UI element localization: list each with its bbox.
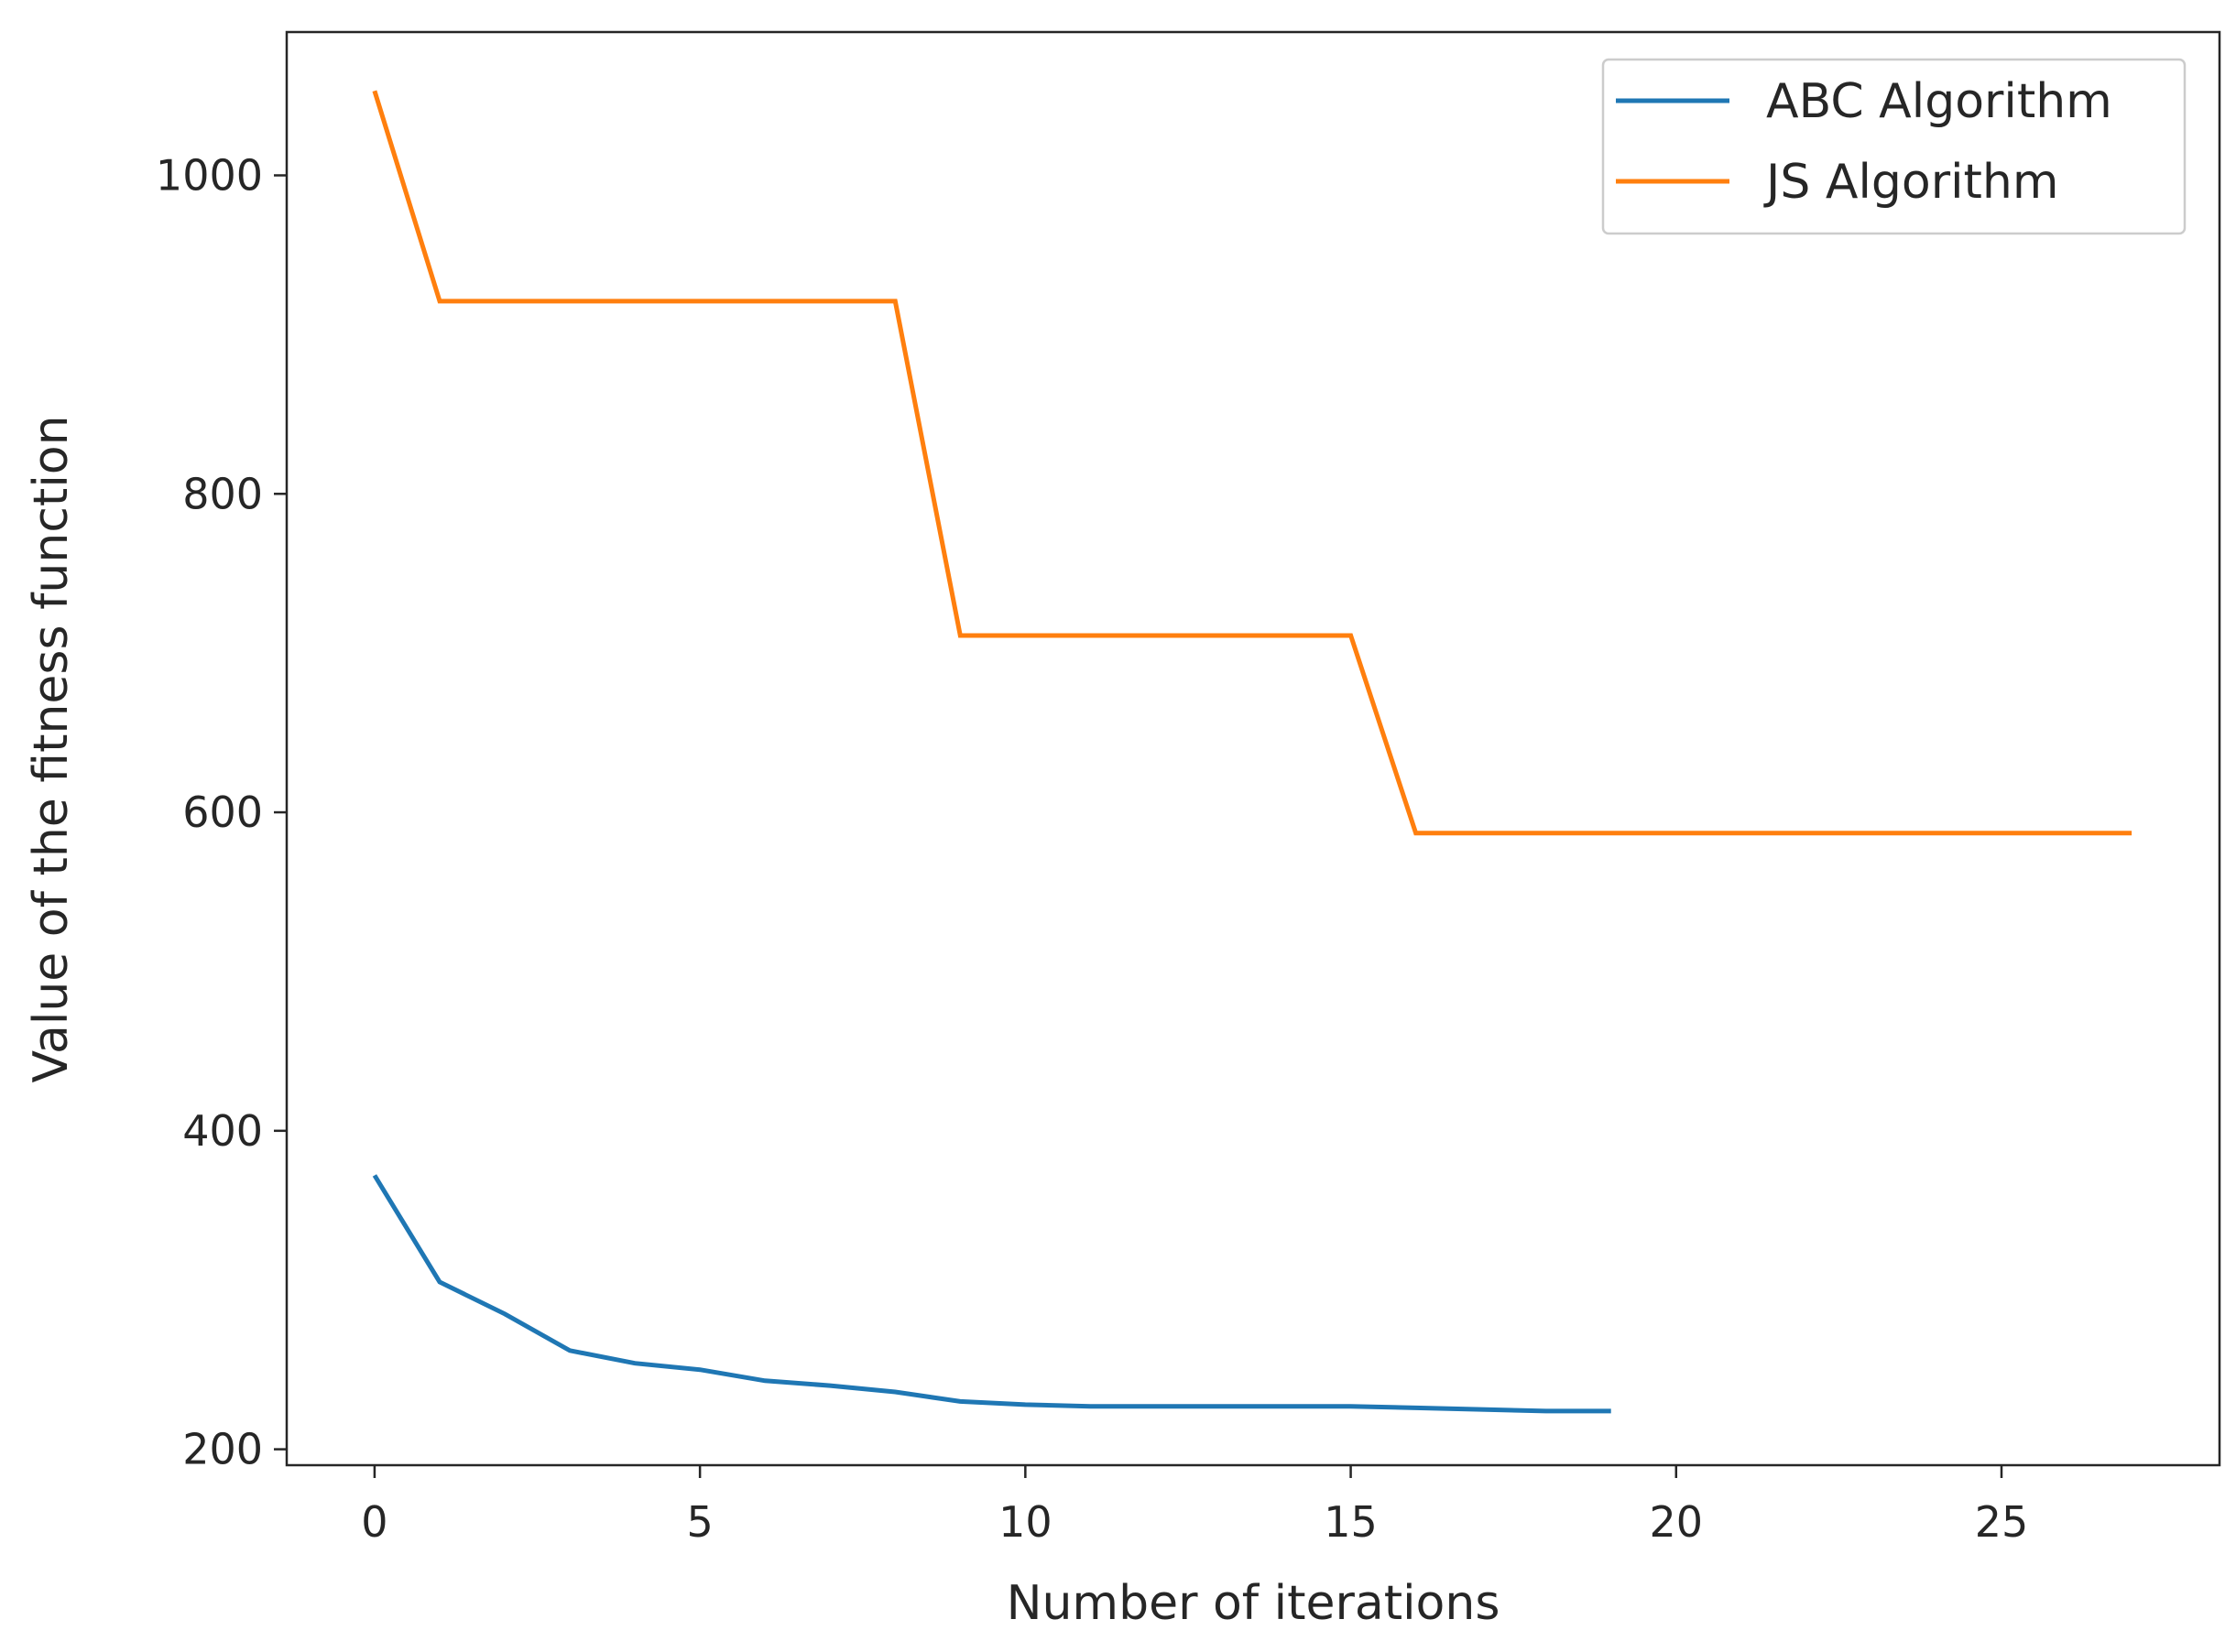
legend: ABC Algorithm JS Algorithm <box>1601 58 2187 235</box>
y-tick-label: 800 <box>182 469 263 518</box>
legend-label-abc: ABC Algorithm <box>1766 74 2112 129</box>
x-tick-label: 20 <box>1650 1497 1704 1547</box>
series-line-abc-algorithm <box>372 1174 1611 1414</box>
y-tick-label: 400 <box>182 1106 263 1156</box>
x-tick-label: 0 <box>361 1497 387 1547</box>
legend-label-js: JS Algorithm <box>1763 155 2059 210</box>
x-tick-label: 25 <box>1975 1497 2029 1547</box>
series-line-js-algorithm <box>372 90 2132 836</box>
y-axis-title: Value of the fitness function <box>24 415 79 1082</box>
x-tick-label: 15 <box>1324 1497 1378 1547</box>
x-tick-label: 5 <box>686 1497 713 1547</box>
x-axis-title: Number of iterations <box>1007 1576 1500 1631</box>
x-axis-ticks: 0 5 10 15 20 25 <box>361 1465 2028 1547</box>
x-tick-label: 10 <box>998 1497 1053 1547</box>
series-layer <box>372 90 2132 1414</box>
y-tick-label: 600 <box>182 788 263 837</box>
plot-area <box>285 30 2221 1467</box>
y-tick-label: 200 <box>182 1425 263 1474</box>
y-axis-ticks: 200 400 600 800 1000 <box>156 151 287 1474</box>
y-tick-label: 1000 <box>156 151 263 201</box>
legend-box <box>1601 58 2187 235</box>
